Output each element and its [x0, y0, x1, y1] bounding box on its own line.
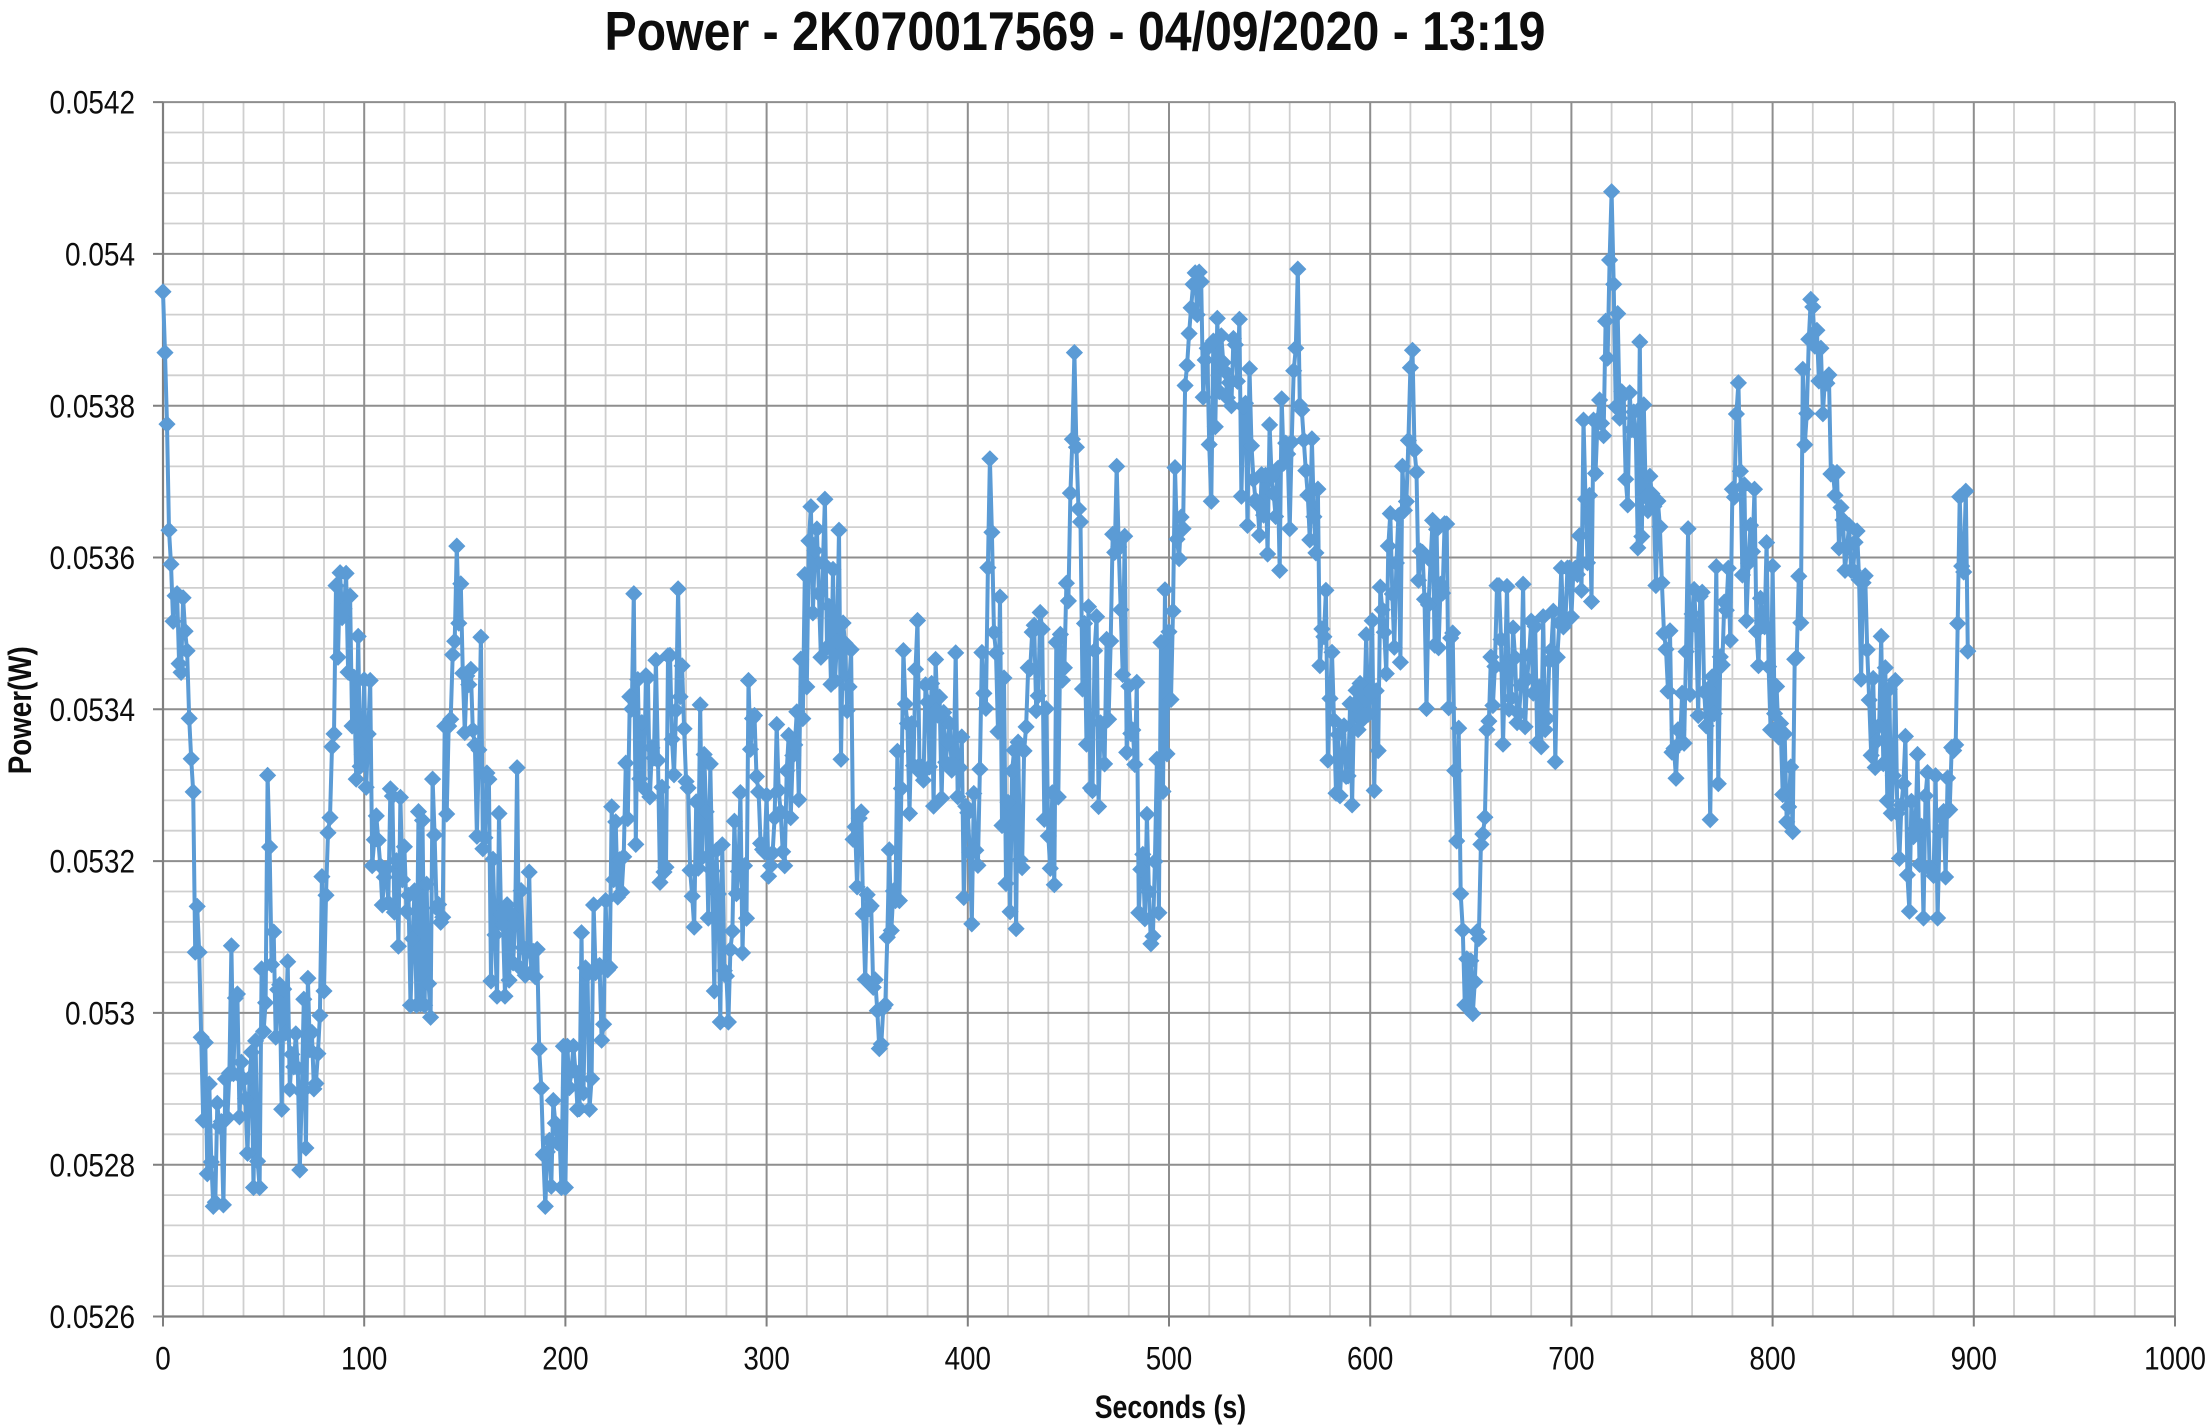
svg-text:Power(W): Power(W) [2, 646, 38, 774]
svg-text:400: 400 [945, 1341, 991, 1377]
svg-text:900: 900 [1951, 1341, 1997, 1377]
svg-text:0.0538: 0.0538 [50, 388, 136, 424]
svg-text:Power - 2K070017569 - 04/09/20: Power - 2K070017569 - 04/09/2020 - 13:19 [605, 0, 1546, 62]
svg-text:Seconds (s): Seconds (s) [1095, 1389, 1246, 1425]
svg-text:0.0532: 0.0532 [50, 844, 136, 880]
svg-text:100: 100 [341, 1341, 387, 1377]
svg-text:0: 0 [155, 1341, 171, 1377]
svg-text:200: 200 [542, 1341, 588, 1377]
svg-text:0.054: 0.054 [65, 237, 135, 273]
svg-text:300: 300 [743, 1341, 789, 1377]
svg-text:1000: 1000 [2144, 1341, 2206, 1377]
svg-text:700: 700 [1548, 1341, 1594, 1377]
svg-text:600: 600 [1347, 1341, 1393, 1377]
svg-text:500: 500 [1146, 1341, 1192, 1377]
svg-text:0.0542: 0.0542 [50, 85, 136, 121]
svg-text:0.0534: 0.0534 [50, 692, 136, 728]
svg-text:0.0528: 0.0528 [50, 1147, 136, 1183]
svg-text:0.0526: 0.0526 [50, 1299, 136, 1335]
svg-text:0.053: 0.053 [65, 996, 135, 1032]
svg-text:800: 800 [1749, 1341, 1795, 1377]
svg-text:0.0536: 0.0536 [50, 540, 136, 576]
